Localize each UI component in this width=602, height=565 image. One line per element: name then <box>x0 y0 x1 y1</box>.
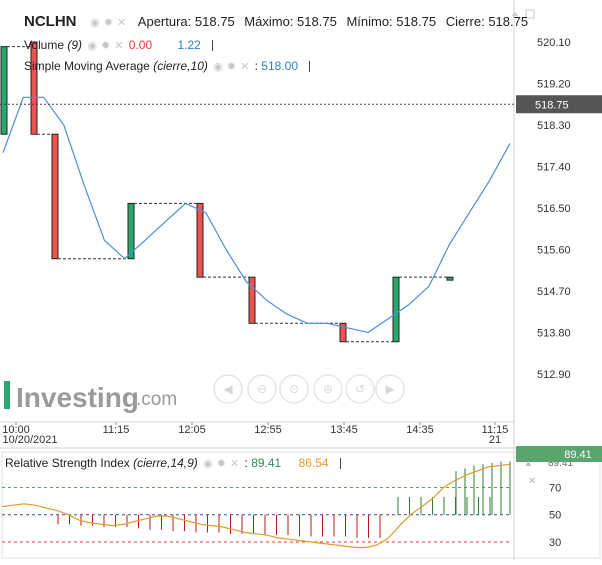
nav-button[interactable] <box>375 374 405 404</box>
watermark-domain: .com <box>136 389 177 410</box>
candle[interactable] <box>248 276 256 324</box>
current-price-tag <box>516 95 602 114</box>
header-settings-icon: ♠ <box>512 9 518 21</box>
rsi-name: Relative Strength Index <box>5 456 130 470</box>
nav-icon: ⊖ <box>257 382 267 396</box>
candle[interactable] <box>0 46 8 135</box>
candle[interactable] <box>392 276 400 343</box>
time-subtick-label: 21 <box>489 434 501 446</box>
time-tick-label: 10:00 <box>2 424 30 436</box>
price-tick-label: 518.30 <box>537 120 571 132</box>
candle[interactable] <box>30 41 38 135</box>
rsi-legend: Relative Strength Index (cierre,14,9) ◉ ✹… <box>5 456 341 470</box>
legend-divider <box>309 61 311 73</box>
low-label: Mínimo: <box>346 14 393 29</box>
nav-icon: ◀ <box>223 382 233 396</box>
sma-legend: Simple Moving Average (cierre,10) ◉ ✹ ✕ : … <box>24 59 311 73</box>
close-icon[interactable]: ✕ <box>240 61 250 73</box>
header-maximize-icon[interactable] <box>525 9 535 19</box>
gear-icon[interactable]: ✹ <box>216 458 226 470</box>
time-tick-label: 13:45 <box>330 424 358 436</box>
rsi-pane-frame <box>1 451 601 559</box>
time-subtick-label: 10/20/2021 <box>2 434 57 446</box>
watermark-logo-bar <box>4 381 10 409</box>
pane-up-icon: ▲ <box>524 458 533 468</box>
volume-value-2: 1.22 <box>177 38 201 52</box>
price-tick-label: 520.10 <box>537 37 571 49</box>
nav-icon: ▶ <box>385 382 395 396</box>
rsi-signal-line <box>1 463 511 549</box>
close-label: Cierre: <box>445 14 485 29</box>
volume-name: Volume <box>24 38 65 52</box>
time-tick-label: 12:55 <box>254 424 282 436</box>
high-value: 518.75 <box>297 14 337 29</box>
legend-divider <box>212 40 214 52</box>
sma-param: (cierre,10) <box>153 59 208 73</box>
rsi-tick-label: 30 <box>549 537 561 549</box>
eye-icon[interactable]: ◉ <box>203 458 213 470</box>
rsi-value-tag <box>516 446 602 462</box>
gear-icon[interactable]: ✹ <box>226 61 237 73</box>
eye-icon[interactable]: ◉ <box>87 40 97 52</box>
rsi-tick-label-top: 89.41 <box>548 458 573 469</box>
price-tick-label: 514.70 <box>537 286 571 298</box>
time-tick-label: 14:35 <box>406 424 434 436</box>
rsi-signal-value: 86.54 <box>298 456 329 470</box>
watermark-text: Investing <box>16 382 139 413</box>
close-icon[interactable]: ✕ <box>116 17 127 29</box>
volume-param: (9) <box>67 38 83 52</box>
open-label: Apertura: <box>137 14 192 29</box>
sma-line <box>2 96 511 334</box>
candle[interactable] <box>196 202 204 278</box>
candle[interactable] <box>446 276 454 281</box>
nav-button[interactable] <box>345 374 375 404</box>
nav-button[interactable] <box>213 374 243 404</box>
nav-icon: ⊙ <box>289 382 299 396</box>
time-tick-label: 11:15 <box>482 424 509 436</box>
rsi-param: (cierre,14,9) <box>133 456 198 470</box>
close-icon[interactable]: ✕ <box>229 458 240 470</box>
volume-legend: Volume (9) ◉ ✹ ✕ 0.00 1.22 <box>24 38 214 52</box>
current-price-label: 518.75 <box>535 99 569 111</box>
nav-button[interactable] <box>313 374 343 404</box>
sma-value: 518.00 <box>261 59 298 73</box>
nav-button[interactable] <box>247 374 277 404</box>
low-value: 518.75 <box>396 14 437 29</box>
price-tick-label: 519.20 <box>537 79 571 91</box>
price-tick-label: 513.80 <box>537 328 571 340</box>
price-tick-label: 517.40 <box>537 162 571 174</box>
legend-divider <box>339 458 341 470</box>
rsi-value: 89.41 <box>251 456 282 470</box>
candle[interactable] <box>127 202 135 260</box>
price-tick-label: 516.50 <box>537 203 571 215</box>
nav-icon: ↺ <box>355 382 365 396</box>
eye-icon[interactable]: ◉ <box>213 61 223 73</box>
open-value: 518.75 <box>194 14 235 29</box>
gear-icon[interactable]: ✹ <box>103 17 113 29</box>
sma-name: Simple Moving Average <box>24 59 150 73</box>
gear-icon[interactable]: ✹ <box>101 40 111 52</box>
price-tick-label: 512.90 <box>537 369 571 381</box>
rsi-tick-label: 70 <box>549 482 561 494</box>
close-value: 518.75 <box>488 14 529 29</box>
time-tick-label: 12:05 <box>178 424 206 436</box>
eye-icon[interactable]: ◉ <box>90 17 100 29</box>
nav-icon: ⊕ <box>323 382 333 396</box>
high-label: Máximo: <box>244 14 294 29</box>
symbol-label: NCLHN <box>24 13 77 30</box>
candle[interactable] <box>51 133 59 260</box>
rsi-tick-label: 50 <box>549 510 561 522</box>
candle[interactable] <box>339 322 347 343</box>
time-tick-label: 11:15 <box>103 424 130 436</box>
volume-value-1: 0.00 <box>128 38 153 52</box>
nav-button[interactable] <box>279 374 309 404</box>
price-tick-label: 515.60 <box>537 245 571 257</box>
pane-close-icon: ✕ <box>528 476 536 487</box>
rsi-value-tag-label: 89.41 <box>564 449 592 461</box>
close-icon[interactable]: ✕ <box>114 40 124 52</box>
price-header: NCLHN ◉ ✹ ✕ Apertura: 518.75 Máximo: 518.7… <box>24 13 528 30</box>
